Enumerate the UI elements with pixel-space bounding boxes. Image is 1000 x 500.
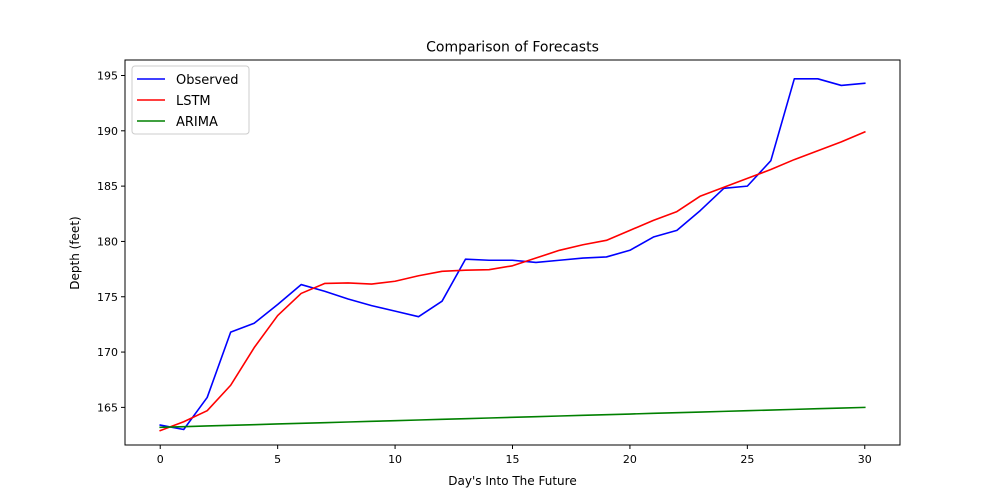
legend: Observed LSTM ARIMA — [131, 65, 250, 135]
series-line-observed — [159, 78, 866, 431]
legend-label-lstm: LSTM — [176, 94, 211, 109]
x-axis-label: Day's Into The Future — [448, 474, 576, 488]
y-tick-label: 175 — [97, 291, 118, 304]
x-tick-label: 30 — [858, 453, 872, 466]
y-tick-label: 185 — [97, 180, 118, 193]
series-line-arima — [159, 406, 866, 429]
y-tick-label: 180 — [97, 235, 118, 248]
x-tick-label: 25 — [740, 453, 754, 466]
chart-title: Comparison of Forecasts — [426, 40, 599, 56]
y-tick-label: 165 — [97, 401, 118, 414]
x-tick-label: 20 — [623, 453, 637, 466]
y-tick-label: 195 — [97, 69, 118, 82]
y-tick-label: 170 — [97, 346, 118, 359]
x-tick-label: 5 — [274, 453, 281, 466]
series-line-lstm — [159, 130, 866, 432]
x-tick-label: 10 — [388, 453, 402, 466]
legend-label-observed: Observed — [176, 73, 239, 88]
y-axis-label: Depth (feet) — [68, 216, 82, 289]
x-tick-label: 15 — [506, 453, 520, 466]
legend-box — [131, 65, 250, 135]
axes: 0 5 10 15 20 25 30 165 170 175 180 185 190 195 — [97, 59, 901, 466]
legend-label-arima: ARIMA — [176, 115, 218, 130]
y-tick-label: 190 — [97, 125, 118, 138]
x-tick-label: 0 — [157, 453, 164, 466]
plot-area — [159, 78, 866, 432]
